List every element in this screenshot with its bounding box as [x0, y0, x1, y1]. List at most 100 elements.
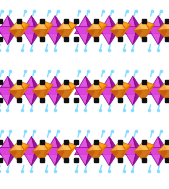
Polygon shape — [158, 137, 167, 155]
Polygon shape — [147, 87, 167, 92]
Polygon shape — [144, 145, 154, 161]
Polygon shape — [42, 20, 53, 29]
Polygon shape — [133, 137, 142, 155]
Polygon shape — [56, 150, 72, 161]
Polygon shape — [86, 87, 94, 105]
Polygon shape — [122, 90, 142, 94]
Polygon shape — [75, 87, 90, 105]
Polygon shape — [120, 24, 131, 40]
Polygon shape — [96, 81, 107, 90]
Polygon shape — [86, 76, 94, 94]
Polygon shape — [134, 141, 150, 151]
Polygon shape — [32, 141, 48, 151]
Polygon shape — [31, 27, 40, 45]
Polygon shape — [98, 90, 118, 94]
Polygon shape — [75, 137, 90, 155]
Polygon shape — [8, 76, 17, 94]
Polygon shape — [66, 81, 77, 90]
Polygon shape — [66, 141, 77, 150]
Polygon shape — [110, 29, 126, 40]
Polygon shape — [158, 150, 169, 161]
Polygon shape — [98, 137, 114, 155]
Polygon shape — [0, 148, 17, 152]
Polygon shape — [98, 148, 118, 152]
Polygon shape — [122, 29, 142, 34]
Polygon shape — [122, 27, 142, 31]
Polygon shape — [55, 137, 64, 155]
Polygon shape — [86, 137, 94, 155]
Polygon shape — [31, 148, 40, 166]
Polygon shape — [21, 90, 40, 94]
Polygon shape — [21, 87, 36, 105]
Polygon shape — [109, 87, 118, 105]
Polygon shape — [96, 145, 107, 161]
Polygon shape — [120, 141, 131, 150]
Polygon shape — [144, 81, 154, 90]
Polygon shape — [0, 27, 17, 31]
Polygon shape — [66, 85, 77, 101]
Polygon shape — [134, 29, 150, 40]
Polygon shape — [120, 20, 131, 29]
Polygon shape — [42, 85, 53, 101]
Polygon shape — [42, 145, 53, 161]
Polygon shape — [110, 20, 126, 30]
Polygon shape — [0, 76, 12, 94]
Polygon shape — [32, 29, 48, 40]
Polygon shape — [56, 20, 72, 30]
Polygon shape — [55, 87, 64, 105]
Polygon shape — [0, 148, 12, 166]
Polygon shape — [110, 90, 126, 101]
Polygon shape — [134, 81, 150, 91]
Polygon shape — [87, 90, 102, 101]
Polygon shape — [56, 29, 72, 40]
Polygon shape — [87, 20, 102, 30]
Polygon shape — [9, 81, 25, 91]
Polygon shape — [31, 137, 40, 155]
Polygon shape — [55, 16, 64, 34]
Polygon shape — [42, 81, 53, 90]
Polygon shape — [158, 81, 169, 91]
Polygon shape — [75, 29, 94, 34]
Polygon shape — [21, 16, 36, 34]
Polygon shape — [109, 16, 118, 34]
Polygon shape — [147, 16, 163, 34]
Polygon shape — [56, 81, 72, 91]
Polygon shape — [122, 16, 137, 34]
Polygon shape — [21, 27, 36, 45]
Polygon shape — [167, 81, 169, 90]
Polygon shape — [55, 27, 64, 45]
Polygon shape — [144, 24, 154, 40]
Polygon shape — [75, 16, 90, 34]
Polygon shape — [19, 145, 29, 161]
Polygon shape — [21, 148, 40, 152]
Polygon shape — [9, 20, 25, 30]
Polygon shape — [32, 150, 48, 161]
Polygon shape — [167, 145, 169, 161]
Polygon shape — [144, 85, 154, 101]
Polygon shape — [44, 27, 64, 31]
Polygon shape — [75, 148, 90, 166]
Polygon shape — [120, 85, 131, 101]
Polygon shape — [19, 20, 29, 29]
Polygon shape — [0, 29, 17, 34]
Polygon shape — [98, 29, 118, 34]
Polygon shape — [122, 87, 142, 92]
Polygon shape — [167, 85, 169, 101]
Polygon shape — [0, 27, 12, 45]
Polygon shape — [96, 24, 107, 40]
Polygon shape — [158, 90, 169, 101]
Polygon shape — [147, 150, 167, 155]
Polygon shape — [147, 148, 163, 166]
Polygon shape — [167, 141, 169, 150]
Polygon shape — [44, 76, 60, 94]
Polygon shape — [96, 85, 107, 101]
Polygon shape — [9, 90, 25, 101]
Polygon shape — [9, 150, 25, 161]
Polygon shape — [31, 87, 40, 105]
Polygon shape — [0, 87, 12, 105]
Polygon shape — [147, 87, 163, 105]
Polygon shape — [31, 16, 40, 34]
Polygon shape — [0, 87, 17, 92]
Polygon shape — [21, 148, 36, 166]
Polygon shape — [44, 27, 60, 45]
